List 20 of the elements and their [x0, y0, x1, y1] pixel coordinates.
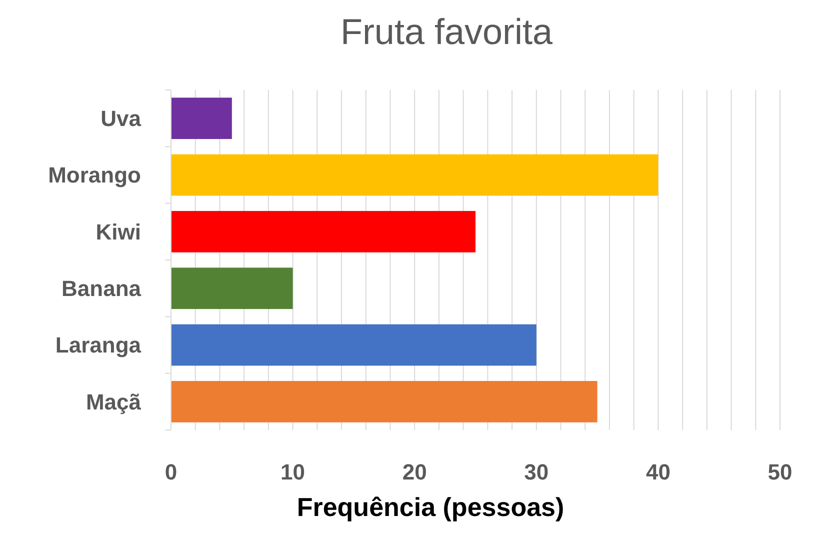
bar — [171, 324, 536, 366]
y-tick-label: Kiwi — [96, 219, 141, 244]
bar — [171, 268, 293, 310]
y-tick-label: Morango — [48, 162, 141, 188]
x-axis-title: Frequência (pessoas) — [296, 492, 564, 522]
x-tick-label: 30 — [524, 460, 549, 485]
bar — [171, 210, 476, 252]
y-tick-label: Laranga — [55, 332, 142, 358]
x-tick-label: 50 — [768, 460, 792, 485]
y-tick-label: Maçã — [86, 389, 142, 414]
bar — [171, 154, 658, 196]
chart-title: Fruta favorita — [340, 11, 554, 52]
bar — [171, 98, 232, 140]
x-tick-label: 0 — [164, 460, 178, 485]
x-tick-label: 10 — [280, 460, 306, 485]
y-tick-label: Uva — [100, 106, 142, 132]
x-tick-label: 20 — [402, 460, 427, 485]
y-tick-label: Banana — [62, 276, 142, 302]
x-tick-label: 40 — [646, 460, 670, 485]
bar — [171, 380, 598, 422]
